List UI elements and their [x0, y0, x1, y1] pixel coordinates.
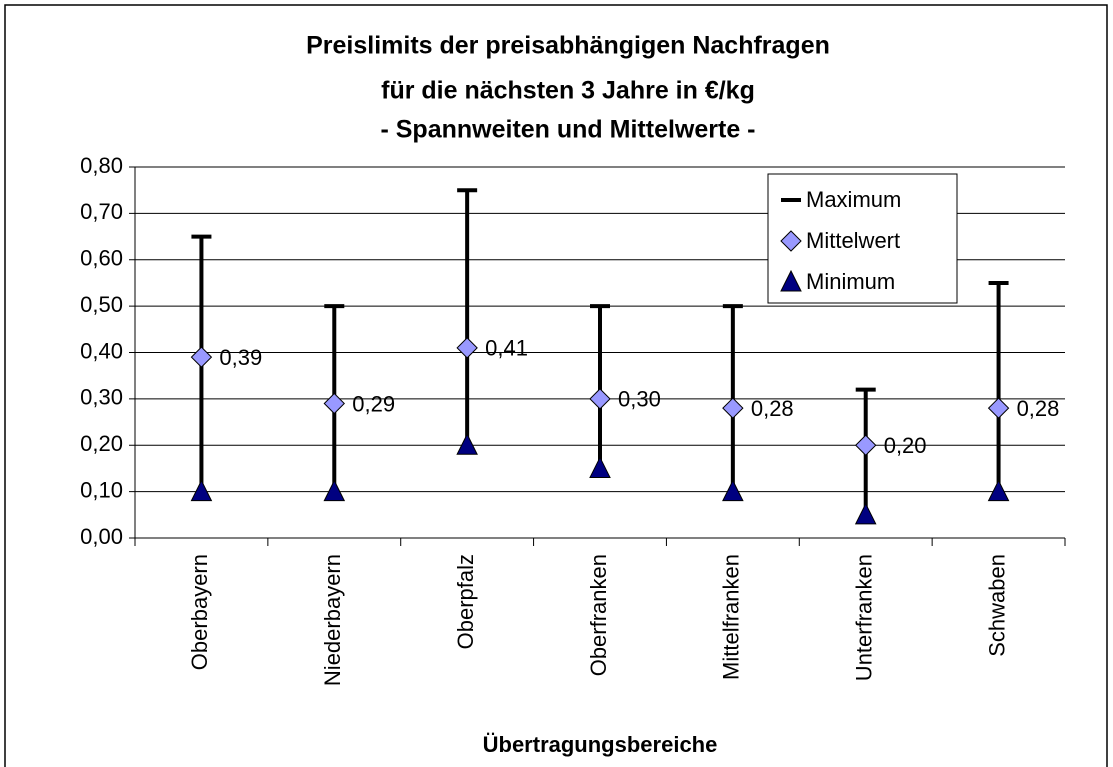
- chart-title: - Spannweiten und Mittelwerte -: [380, 116, 755, 144]
- legend-label: Mittelwert: [806, 228, 900, 253]
- min-marker: [722, 479, 744, 502]
- y-tick-label: 0,80: [80, 153, 123, 178]
- min-marker: [987, 479, 1010, 502]
- data-label: 0,28: [1017, 396, 1060, 421]
- y-tick-label: 0,60: [80, 246, 123, 271]
- mean-marker: [456, 337, 478, 359]
- legend-label: Minimum: [806, 269, 895, 294]
- mean-marker: [323, 392, 345, 415]
- mean-marker: [722, 397, 744, 419]
- chart-title: Preislimits der preisabhängigen Nachfrag…: [306, 32, 830, 60]
- min-marker: [854, 502, 877, 525]
- data-label: 0,39: [219, 345, 262, 370]
- chart-frame: [4, 4, 1108, 767]
- mean-marker: [190, 346, 213, 368]
- mean-marker: [987, 397, 1010, 419]
- min-marker: [589, 456, 611, 478]
- min-marker: [190, 479, 213, 502]
- min-marker: [456, 433, 478, 455]
- legend-box: [767, 173, 958, 304]
- legend-marker: [780, 269, 802, 292]
- y-tick-label: 0,30: [80, 385, 123, 410]
- x-tick-label: Unterfranken: [852, 554, 877, 681]
- x-tick-label: Schwaben: [984, 554, 1009, 657]
- data-label: 0,29: [352, 391, 395, 416]
- min-marker: [323, 479, 346, 502]
- x-tick-label: Oberbayern: [187, 554, 212, 670]
- mean-marker: [589, 388, 611, 410]
- y-tick-label: 0,70: [80, 199, 123, 224]
- data-label: 0,28: [751, 396, 794, 421]
- x-tick-label: Niederbayern: [320, 554, 345, 686]
- y-tick-label: 0,50: [80, 292, 123, 317]
- legend-label: Maximum: [806, 187, 901, 212]
- mean-marker: [855, 434, 877, 456]
- x-tick-label: Mittelfranken: [719, 554, 744, 680]
- x-tick-label: Oberfranken: [586, 554, 611, 676]
- x-axis-title: Übertragungsbereiche: [483, 732, 718, 757]
- data-label: 0,41: [485, 336, 528, 361]
- legend-marker: [780, 230, 802, 252]
- data-label: 0,20: [884, 433, 927, 458]
- y-tick-label: 0,40: [80, 338, 123, 363]
- x-tick-label: Oberpfalz: [453, 554, 478, 649]
- y-tick-label: 0,00: [80, 524, 123, 549]
- chart-title: für die nächsten 3 Jahre in €/kg: [381, 77, 755, 105]
- y-tick-label: 0,10: [80, 477, 123, 502]
- data-label: 0,30: [618, 387, 661, 412]
- y-tick-label: 0,20: [80, 431, 123, 456]
